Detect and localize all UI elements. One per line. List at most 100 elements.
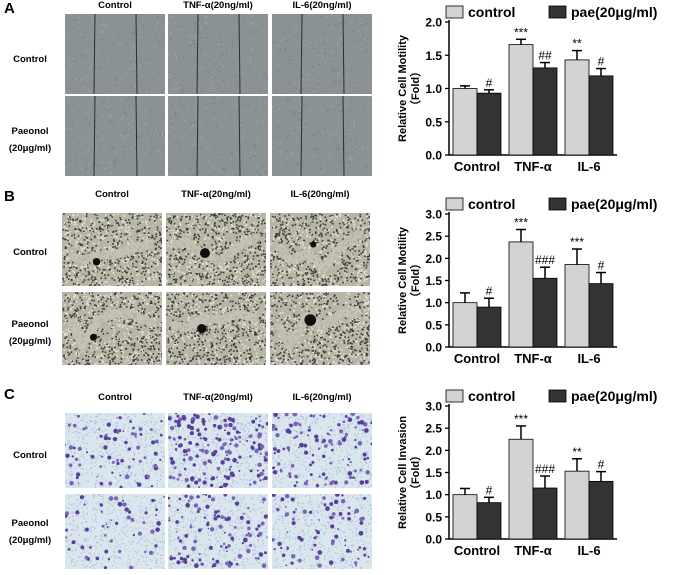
micrograph-image: [272, 96, 372, 176]
significance-label: **: [572, 37, 582, 51]
column-header-tnf: TNF-α(20ng/ml): [181, 189, 251, 200]
y-tick-label: 0.0: [425, 533, 442, 547]
micrograph-image: [272, 14, 372, 94]
micrograph-image: [272, 494, 372, 569]
legend-swatch: [548, 389, 567, 403]
row-header-control: Control: [0, 447, 60, 464]
x-category-label: IL-6: [577, 159, 600, 174]
micrograph-image: [65, 413, 165, 488]
significance-label: ***: [514, 412, 528, 426]
bar: [532, 67, 558, 156]
significance-label: ***: [570, 235, 584, 249]
x-category-label: IL-6: [577, 351, 600, 366]
micrograph-image: [62, 213, 162, 286]
bar: [476, 306, 502, 348]
bar: [564, 264, 590, 348]
legend-label: pae(20μg/ml): [571, 388, 657, 404]
row-label: Control: [13, 54, 47, 65]
column-header-control: Control: [98, 392, 132, 403]
y-tick-label: 0.5: [425, 318, 442, 332]
x-category-label: Control: [454, 543, 500, 558]
bar: [508, 438, 534, 540]
row-label-line2: (20μg/ml): [8, 336, 52, 347]
bar: [452, 494, 478, 540]
bar: [508, 44, 534, 156]
row-label-line1: Paeonol: [11, 518, 49, 529]
row-header-control: Control: [0, 244, 60, 261]
significance-label: ##: [538, 49, 552, 63]
significance-label: #: [598, 458, 605, 472]
y-tick-label: 2.0: [425, 16, 442, 30]
row-label-line2: (20μg/ml): [8, 143, 52, 154]
micrograph-image: [65, 494, 165, 569]
bar: [532, 487, 558, 540]
y-tick-label: 2.0: [425, 252, 442, 266]
legend-label: control: [468, 388, 515, 404]
bar: [588, 283, 614, 348]
micrograph-image: [166, 292, 266, 365]
y-tick-label: 3.0: [425, 400, 442, 414]
significance-label: #: [598, 55, 605, 69]
y-tick-label: 0.5: [425, 115, 442, 129]
significance-label: **: [572, 445, 582, 459]
y-axis-label: Relative Cell Motility: [397, 226, 409, 334]
bar: [588, 480, 614, 540]
y-tick-label: 0.0: [425, 341, 442, 355]
micrograph-image: [166, 213, 266, 286]
bar: [508, 241, 534, 348]
legend-swatch: [445, 5, 464, 19]
legend-swatch: [445, 389, 464, 403]
column-header-control: Control: [95, 189, 129, 200]
row-label-line2: (20μg/ml): [8, 535, 52, 546]
micrograph-image: [270, 292, 370, 365]
micrograph-image: [65, 14, 165, 94]
bar-chart-invasion-c: control pae(20μg/ml) 0.0 0.5 1.0 1.5 2.0 2.5 3.0…: [392, 384, 699, 574]
micrograph-image: [270, 213, 370, 286]
legend-swatch: [445, 197, 464, 211]
row-header-paeonol: Paeonol (20μg/ml): [0, 316, 60, 350]
legend-label: pae(20μg/ml): [571, 196, 657, 212]
y-tick-label: 1.5: [425, 274, 442, 288]
bar: [564, 59, 590, 156]
legend-label: control: [468, 4, 515, 20]
bar: [588, 75, 614, 156]
significance-label: ###: [535, 253, 555, 267]
column-header-tnf: TNF-α(20ng/ml): [183, 0, 253, 11]
x-category-label: Control: [454, 159, 500, 174]
y-axis-label-unit: （Fold）: [409, 66, 422, 111]
micrograph-image: [168, 14, 268, 94]
y-axis-label: Relative Cell Motility: [397, 34, 409, 142]
y-tick-label: 1.0: [425, 296, 442, 310]
column-header-il6: IL-6(20ng/ml): [290, 189, 350, 200]
y-axis-label-unit: （Fold）: [409, 258, 422, 303]
x-category-label: IL-6: [577, 543, 600, 558]
bar: [476, 92, 502, 156]
panel-letter-c: C: [4, 386, 15, 403]
legend-swatch: [548, 5, 567, 19]
y-tick-label: 0.0: [425, 149, 442, 163]
y-tick-label: 1.0: [425, 488, 442, 502]
x-category-label: TNF-α: [514, 543, 552, 558]
legend-swatch: [548, 197, 567, 211]
significance-label: #: [486, 483, 493, 497]
chart-svg: control pae(20μg/ml) 0.0 0.5 1.0 1.5 2.0 2.5 3.0…: [397, 388, 657, 558]
micrograph-image: [168, 494, 268, 569]
legend-label: control: [468, 196, 515, 212]
column-header-tnf: TNF-α(20ng/ml): [183, 392, 253, 403]
x-category-label: Control: [454, 351, 500, 366]
significance-label: ***: [514, 25, 528, 39]
micrograph-image: [168, 96, 268, 176]
y-tick-label: 2.5: [425, 230, 442, 244]
row-header-paeonol: Paeonol (20μg/ml): [0, 515, 60, 549]
panel-letter-a: A: [4, 0, 15, 17]
row-label: Control: [13, 247, 47, 258]
micrograph-image: [62, 292, 162, 365]
significance-label: #: [598, 259, 605, 273]
row-header-control: Control: [0, 51, 60, 68]
x-category-label: TNF-α: [514, 351, 552, 366]
row-header-paeonol: Paeonol (20μg/ml): [0, 123, 60, 157]
column-header-il6: IL-6(20ng/ml): [292, 0, 352, 11]
y-tick-label: 3.0: [425, 208, 442, 222]
micrograph-image: [272, 413, 372, 488]
row-label-line1: Paeonol: [11, 126, 49, 137]
